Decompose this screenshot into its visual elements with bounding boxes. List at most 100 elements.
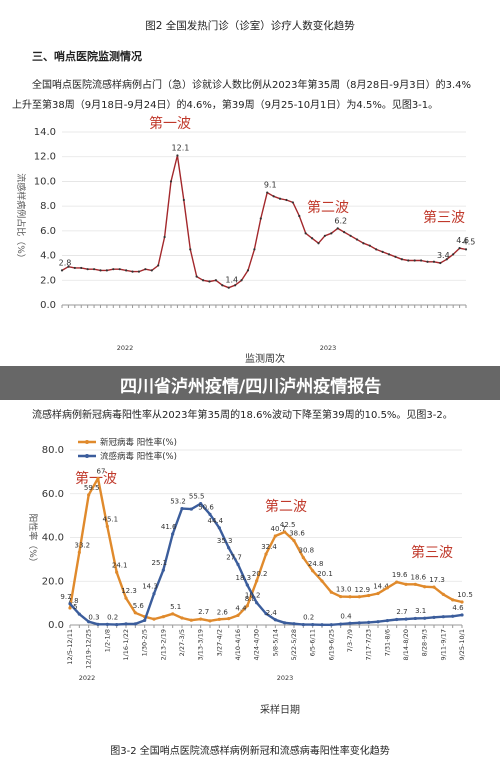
marker <box>208 619 212 623</box>
marker <box>189 248 192 251</box>
annotation: 第三波 <box>411 544 453 561</box>
y-tick-label: 6.0 <box>40 226 56 237</box>
data-label: 2.6 <box>217 608 229 616</box>
marker <box>273 618 277 622</box>
marker <box>169 180 173 183</box>
marker <box>133 611 137 615</box>
annotation: 第三波 <box>423 209 465 226</box>
marker <box>357 621 361 625</box>
marker <box>329 623 333 627</box>
marker <box>304 232 307 235</box>
data-label: 24.8 <box>308 560 324 568</box>
x-tick-label: 4/10-4/16 <box>234 629 242 661</box>
x-tick-label: 1/2-1/8 <box>103 629 111 652</box>
marker <box>115 622 119 627</box>
marker <box>199 617 203 621</box>
y-tick-label: 20.0 <box>42 576 64 587</box>
y-tick-label: 8.0 <box>40 201 56 212</box>
marker <box>285 198 288 202</box>
y-tick-label: 0.0 <box>40 300 56 311</box>
marker <box>73 266 76 270</box>
marker <box>311 622 315 627</box>
marker <box>278 197 282 200</box>
marker <box>227 286 230 289</box>
marker <box>125 269 128 272</box>
marker <box>272 195 275 198</box>
marker <box>68 602 72 606</box>
marker <box>245 583 249 587</box>
data-label: 30.8 <box>299 547 315 555</box>
marker <box>214 279 218 282</box>
data-label: 12.1 <box>172 143 190 152</box>
data-label: 9.7 <box>60 593 71 601</box>
marker <box>310 237 314 240</box>
marker <box>367 620 371 624</box>
marker <box>439 261 442 265</box>
data-label: 20.1 <box>317 570 333 578</box>
caption: 图3-2 全国哨点医院流感样病例新冠和流感病毒阳性率变化趋势 <box>110 746 390 757</box>
marker <box>367 593 371 598</box>
marker <box>227 546 231 550</box>
marker <box>255 601 259 605</box>
marker <box>115 570 119 574</box>
marker <box>171 532 175 536</box>
marker <box>343 230 346 234</box>
y-tick-label: 0.0 <box>48 620 64 631</box>
data-label: 3.4 <box>437 251 450 260</box>
data-label: 12.9 <box>355 586 371 594</box>
x-tick-label: 4/24-4/30 <box>253 629 261 661</box>
data-label: 2.8 <box>59 258 72 267</box>
data-label: 0.3 <box>88 613 99 621</box>
x-tick-label: 12/5-12/11 <box>66 629 74 665</box>
marker <box>144 268 147 271</box>
marker <box>395 580 399 584</box>
year-label: 2022 <box>117 344 134 352</box>
marker <box>451 598 455 602</box>
x-tick-label: 3/27-4/2 <box>215 629 223 656</box>
marker <box>92 268 96 271</box>
marker <box>60 269 64 272</box>
marker <box>460 600 464 604</box>
marker <box>68 606 72 610</box>
data-label: 67 <box>97 467 106 475</box>
marker <box>432 615 436 619</box>
x-tick-label: 6/5-6/11 <box>309 629 317 656</box>
marker <box>157 264 160 267</box>
y-axis-label: 阳性率（%） <box>27 513 39 567</box>
marker <box>199 501 203 506</box>
data-label: 5.6 <box>133 602 145 610</box>
marker <box>395 617 399 622</box>
marker <box>400 258 403 261</box>
marker <box>180 616 184 620</box>
data-label: 4.4 <box>235 604 247 612</box>
marker <box>77 612 81 616</box>
series-line <box>69 502 463 626</box>
marker <box>152 617 156 621</box>
marker <box>253 248 256 251</box>
annotation: 第二波 <box>265 498 307 515</box>
banner: 四川省泸州疫情/四川泸州疫情报告 <box>120 377 382 397</box>
marker <box>376 620 380 624</box>
marker <box>105 524 109 528</box>
data-label: 10.2 <box>245 592 261 600</box>
marker <box>432 260 436 263</box>
banner-band <box>0 366 500 400</box>
marker <box>86 268 89 271</box>
marker <box>236 613 240 617</box>
marker <box>385 619 389 623</box>
marker <box>348 621 352 625</box>
annotation: 第一波 <box>75 470 117 487</box>
marker <box>161 568 165 572</box>
data-label: 5 <box>73 603 77 611</box>
marker <box>96 622 100 626</box>
data-label: 38.6 <box>289 530 305 538</box>
marker <box>182 198 185 202</box>
data-label: 7.8 <box>67 597 78 605</box>
x-tick-label: 7/3-7/9 <box>346 629 354 652</box>
data-label: 14.4 <box>373 583 389 591</box>
year-label: 2023 <box>277 674 294 682</box>
marker <box>432 585 436 589</box>
data-label: 0.2 <box>303 614 314 622</box>
